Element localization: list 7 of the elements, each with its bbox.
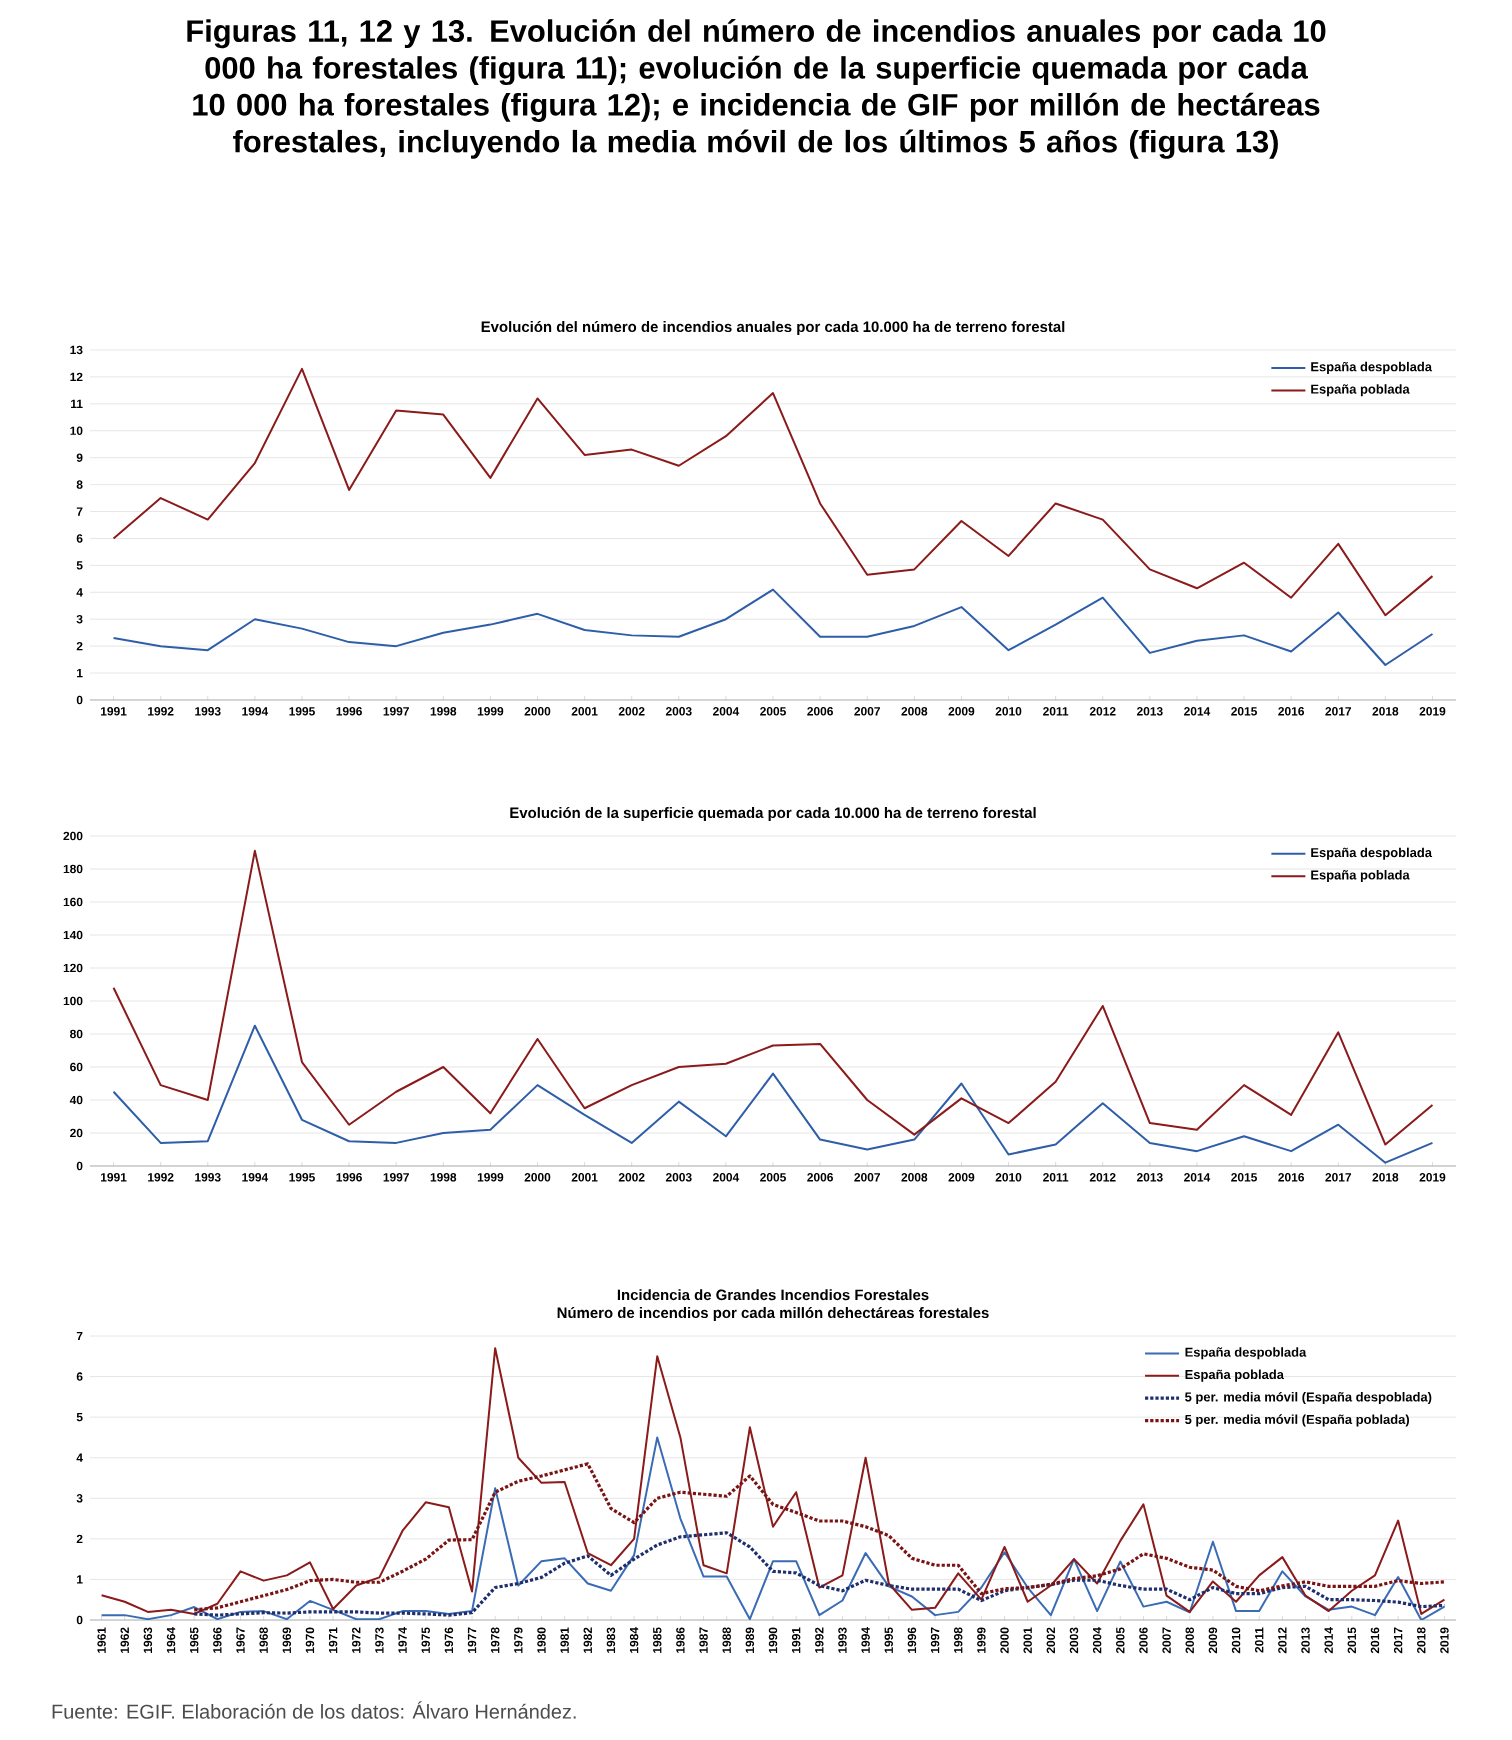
line-series (112, 849, 1434, 1146)
line-series (100, 1347, 1446, 1615)
text: Figuras 11, 12 y 13. Evolución del número de incendios anuales por cada 10 000 ha forestales (figura 11); evolución de la superficie quemada por cada 10 000 ha forestales (figura 12); e incidencia de GIF por millón de hectáreas forestales, incluyendo la media móvil de los últimos 5 años (figura 13) (187, 19, 1326, 159)
source-note: Fuente: EGIF. Elaboración de los datos: Álvaro Hernández. (52, 1701, 576, 1719)
line-series (112, 1024, 1434, 1164)
line-series (112, 588, 1434, 666)
line-series (100, 1436, 1446, 1620)
